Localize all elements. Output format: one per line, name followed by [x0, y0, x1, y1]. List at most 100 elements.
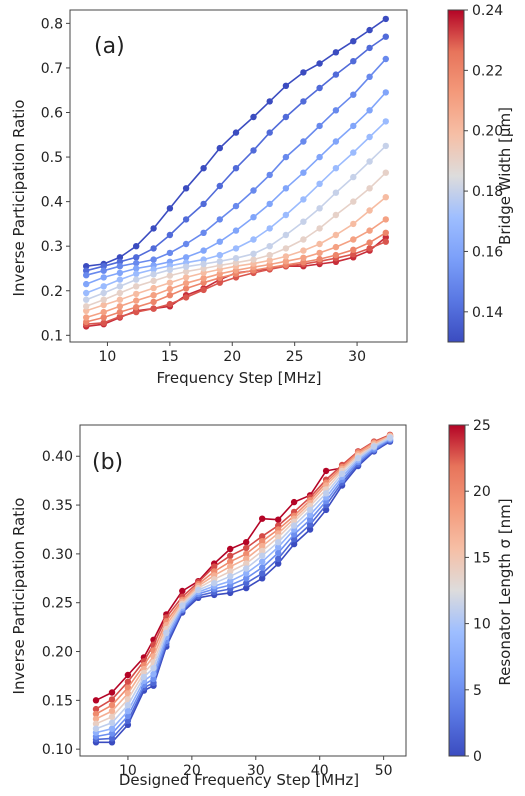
data-point: [243, 555, 250, 562]
data-point: [116, 254, 124, 261]
data-point: [150, 277, 157, 285]
y-ticks: 0.10 0.15 0.20 0.25 0.30 0.35 0.40: [42, 449, 80, 758]
data-point: [350, 246, 357, 253]
data-point: [382, 229, 389, 236]
colorbar-tick-label: 15: [473, 550, 491, 566]
data-point: [316, 225, 323, 232]
data-point: [140, 673, 148, 681]
data-point: [382, 234, 389, 241]
data-point: [366, 207, 373, 214]
x-ticks: 10 15 20 25 30: [99, 342, 366, 365]
data-point: [83, 272, 90, 279]
plot-frame: [79, 424, 407, 757]
data-point: [266, 200, 273, 208]
data-point: [166, 300, 174, 308]
data-point: [259, 533, 266, 540]
data-point: [232, 129, 240, 136]
data-point: [275, 555, 282, 562]
data-point: [282, 258, 290, 265]
colorbar-tick-label: 20: [473, 484, 491, 500]
data-point: [250, 236, 257, 243]
data-point: [259, 515, 266, 522]
data-point: [306, 521, 314, 528]
y-tick-label: 0.10: [42, 742, 73, 758]
x-axis-label: Designed Frequency Step [MHz]: [119, 771, 359, 789]
panel-label: (b): [92, 450, 123, 475]
data-point: [290, 498, 298, 506]
data-point: [108, 730, 116, 737]
x-tick-label: 25: [286, 349, 304, 365]
data-point: [282, 82, 290, 90]
y-tick-label: 0.20: [42, 645, 73, 661]
data-point: [275, 534, 282, 541]
data-point: [332, 243, 340, 251]
data-point: [83, 289, 90, 297]
data-point: [275, 543, 282, 551]
data-point: [163, 629, 170, 637]
x-tick-label: 10: [119, 763, 137, 779]
data-point: [250, 250, 257, 257]
data-point: [232, 202, 240, 210]
data-point: [243, 584, 250, 592]
data-point: [116, 289, 124, 297]
data-point: [195, 586, 202, 594]
data-point: [350, 149, 357, 156]
data-point: [200, 269, 207, 277]
data-point: [211, 580, 218, 587]
plot-frame: [69, 9, 408, 343]
x-tick-label: 30: [348, 349, 366, 365]
series-line: [95, 439, 391, 741]
data-point: [350, 38, 357, 45]
data-point: [332, 189, 340, 196]
data-point: [250, 187, 257, 194]
data-point: [290, 522, 298, 529]
panel-a: Inverse Participation Ratio Frequency St…: [10, 3, 514, 387]
data-point: [300, 169, 307, 176]
data-point: [350, 220, 357, 228]
x-tick-label: 20: [223, 349, 241, 365]
data-point: [316, 60, 323, 67]
data-point: [116, 303, 124, 310]
data-point: [366, 239, 373, 246]
data-point: [300, 254, 307, 261]
data-point: [116, 308, 124, 316]
data-point: [100, 289, 107, 297]
x-tick-label: 30: [247, 763, 265, 779]
data-point: [182, 294, 190, 301]
data-point: [200, 286, 207, 294]
data-point: [266, 129, 273, 136]
data-point: [366, 227, 373, 234]
data-point: [300, 98, 307, 105]
data-point: [83, 267, 90, 274]
colorbar-label: Bridge Width [μm]: [496, 107, 514, 245]
colorbar-tick-label: 0.24: [472, 3, 503, 19]
data-point: [366, 185, 373, 192]
data-point: [259, 538, 266, 545]
data-point: [259, 547, 266, 555]
data-point: [216, 216, 223, 223]
data-point: [232, 227, 240, 234]
series-line: [95, 437, 391, 734]
data-point: [124, 678, 132, 685]
colorbar-tick-label: 0.20: [472, 124, 503, 140]
data-point: [316, 180, 323, 187]
data-point: [316, 205, 323, 212]
data-point: [386, 434, 394, 441]
data-point: [366, 44, 373, 52]
data-point: [275, 516, 282, 523]
data-point: [306, 506, 314, 514]
data-point: [332, 49, 340, 56]
data-point: [250, 113, 257, 121]
x-axis-label: Frequency Step [MHz]: [157, 369, 322, 387]
data-point: [227, 578, 234, 585]
data-point: [83, 314, 90, 321]
data-point: [150, 245, 157, 252]
data-point: [200, 275, 207, 282]
data-point: [332, 251, 340, 259]
data-point: [108, 713, 116, 721]
colorbar-tick-label: 25: [473, 418, 491, 434]
data-point: [200, 229, 207, 236]
colorbar: [448, 424, 466, 757]
data-point: [232, 255, 240, 262]
data-point: [266, 257, 273, 264]
